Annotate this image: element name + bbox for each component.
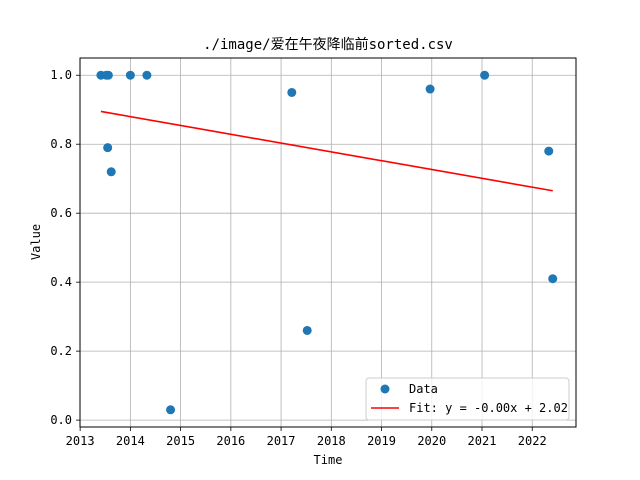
y-tick-label: 1.0 — [50, 68, 72, 82]
y-axis-label: Value — [29, 224, 43, 260]
x-axis-ticks: 2013 2014 2015 2016 2017 2018 2019 2020 2021 2022 — [66, 427, 547, 448]
data-point — [287, 87, 297, 97]
legend: Data Fit: y = -0.00x + 2.02 — [365, 377, 570, 421]
data-point — [544, 146, 554, 156]
plot-area-frame — [79, 57, 577, 428]
x-tick-label: 2014 — [116, 434, 145, 448]
data-point — [142, 70, 152, 80]
y-tick-label: 0.0 — [50, 413, 72, 427]
legend-marker-data — [380, 384, 390, 394]
y-axis-ticks: 0.0 0.2 0.4 0.6 0.8 1.0 — [50, 68, 80, 427]
y-tick-label: 0.6 — [50, 206, 72, 220]
fit-line-layer — [100, 110, 553, 192]
legend-box — [365, 377, 570, 421]
y-tick-label: 0.8 — [50, 137, 72, 151]
x-tick-label: 2017 — [267, 434, 296, 448]
x-tick-label: 2018 — [317, 434, 346, 448]
fit-line — [100, 110, 553, 192]
legend-label-fit: Fit: y = -0.00x + 2.02 — [409, 401, 568, 415]
x-tick-label: 2020 — [417, 434, 446, 448]
x-tick-label: 2015 — [166, 434, 195, 448]
data-point — [480, 70, 490, 80]
y-tick-label: 0.2 — [50, 344, 72, 358]
data-point — [166, 405, 176, 415]
legend-label-data: Data — [409, 382, 438, 396]
x-axis-label: Time — [314, 453, 343, 467]
data-points — [96, 70, 558, 415]
x-tick-label: 2016 — [216, 434, 245, 448]
data-point — [548, 274, 558, 284]
x-tick-label: 2021 — [468, 434, 497, 448]
data-point — [125, 70, 135, 80]
y-tick-label: 0.4 — [50, 275, 72, 289]
data-point — [103, 70, 113, 80]
data-point — [106, 167, 116, 177]
data-point — [103, 143, 113, 153]
data-point — [302, 325, 312, 335]
x-tick-label: 2019 — [367, 434, 396, 448]
chart-title: ./image/爱在午夜降临前sorted.csv — [203, 36, 453, 53]
x-tick-label: 2022 — [518, 434, 547, 448]
data-point — [425, 84, 435, 94]
x-tick-label: 2013 — [66, 434, 95, 448]
